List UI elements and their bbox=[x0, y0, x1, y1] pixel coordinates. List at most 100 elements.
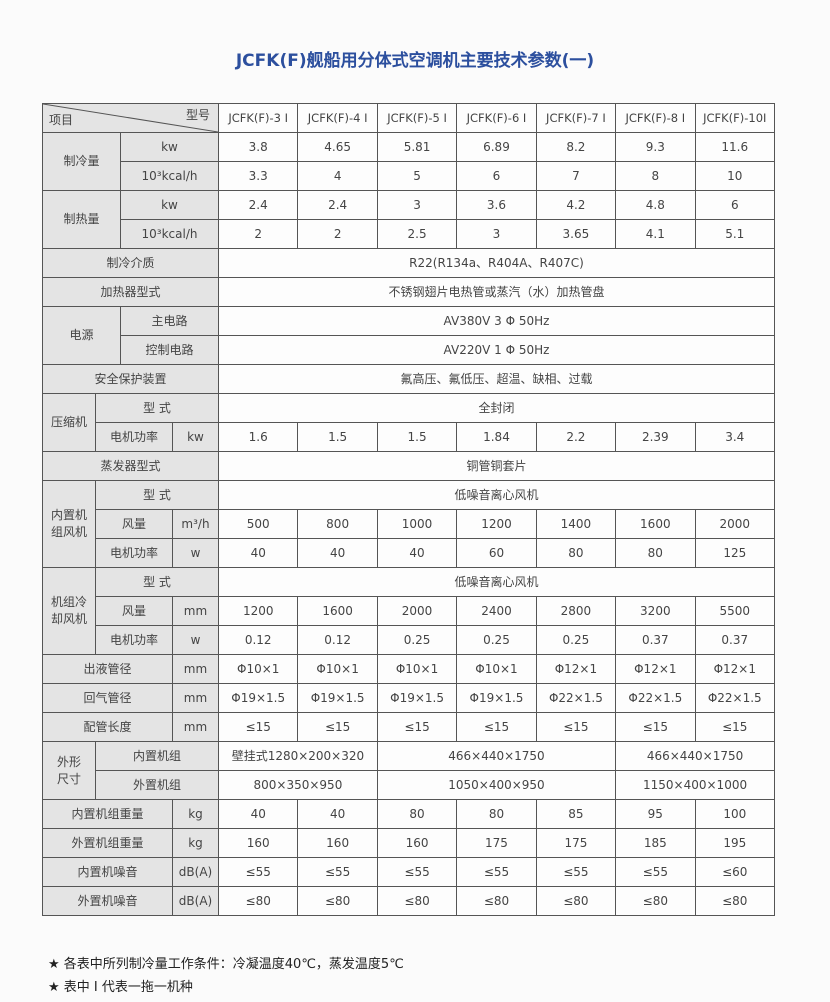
row-label-cell: dB(A) bbox=[172, 857, 219, 887]
row-label-cell: 外置机组 bbox=[95, 770, 219, 800]
value-cell: 95 bbox=[615, 799, 696, 829]
value-cell: ≤55 bbox=[456, 857, 537, 887]
value-cell: 80 bbox=[376, 799, 458, 829]
value-cell: 2.39 bbox=[615, 422, 696, 452]
row-label-cell: kw bbox=[120, 132, 219, 162]
value-cell: 铜管铜套片 bbox=[218, 451, 775, 481]
value-cell: 175 bbox=[456, 828, 537, 858]
value-cell: 7 bbox=[535, 161, 617, 191]
row-label-cell: 安全保护装置 bbox=[42, 364, 219, 394]
row-label-cell: kg bbox=[172, 799, 219, 829]
row-label-cell: dB(A) bbox=[172, 886, 219, 916]
value-cell: 1200 bbox=[456, 509, 537, 539]
value-cell: Φ19×1.5 bbox=[376, 683, 458, 713]
table-row: 电机功率 kw 1.6 1.5 1.5 1.84 2.2 2.39 3.4 bbox=[43, 422, 776, 452]
value-cell: 3 bbox=[376, 190, 458, 220]
value-cell: 3200 bbox=[615, 596, 696, 626]
value-cell: Φ10×1 bbox=[376, 654, 458, 684]
header-corner-cell: 项目 型号 bbox=[42, 103, 219, 133]
value-cell: 6 bbox=[694, 190, 776, 220]
value-cell: 3 bbox=[456, 219, 537, 249]
value-cell: 85 bbox=[535, 799, 617, 829]
row-label-cell: 电机功率 bbox=[95, 625, 173, 655]
row-label-cell: 10³kcal/h bbox=[120, 219, 219, 249]
row-label-cell: w bbox=[172, 538, 219, 568]
table-row: 风量 m³/h 500 800 1000 1200 1400 1600 2000 bbox=[43, 509, 776, 539]
row-label-cell: 电机功率 bbox=[95, 538, 173, 568]
model-header-cell: JCFK(F)-5 I bbox=[376, 103, 458, 133]
value-cell: 40 bbox=[297, 538, 378, 568]
value-cell: Φ10×1 bbox=[456, 654, 537, 684]
value-cell: Φ12×1 bbox=[535, 654, 617, 684]
value-cell: 壁挂式1280×200×320 bbox=[218, 741, 378, 771]
value-cell: 160 bbox=[297, 828, 378, 858]
value-cell: 2.4 bbox=[217, 190, 299, 220]
value-cell: 4.65 bbox=[297, 132, 378, 162]
table-row: 外置机组重量 kg 160 160 160 175 175 185 195 bbox=[42, 828, 776, 858]
table-row: 加热器型式 不锈钢翅片电热管或蒸汽（水）加热管盘 bbox=[42, 277, 775, 307]
value-cell: 160 bbox=[217, 828, 299, 858]
row-label-cell: 外置机噪音 bbox=[42, 886, 173, 916]
value-cell: 1150×400×1000 bbox=[615, 770, 775, 800]
value-cell: 2 bbox=[217, 219, 299, 249]
value-cell: 10 bbox=[694, 161, 776, 191]
value-cell: 3.8 bbox=[217, 132, 299, 162]
value-cell: 2 bbox=[297, 219, 378, 249]
model-header-cell: JCFK(F)-10I bbox=[694, 103, 776, 133]
value-cell: 4 bbox=[297, 161, 378, 191]
value-cell: 4.2 bbox=[535, 190, 617, 220]
value-cell: 800 bbox=[297, 509, 378, 539]
value-cell: 2000 bbox=[694, 509, 776, 539]
value-cell: 1.5 bbox=[297, 422, 378, 452]
value-cell: ≤80 bbox=[456, 886, 537, 916]
value-cell: 3.4 bbox=[694, 422, 776, 452]
table-row: 电机功率 w 40 40 40 60 80 80 125 bbox=[43, 538, 776, 568]
row-label-cell: kg bbox=[172, 828, 219, 858]
value-cell: 80 bbox=[615, 538, 696, 568]
row-label-cell: 配管长度 bbox=[42, 712, 173, 742]
diagonal-line bbox=[43, 104, 218, 132]
value-cell: Φ22×1.5 bbox=[694, 683, 776, 713]
value-cell: ≤15 bbox=[615, 712, 696, 742]
table-row: 风量 mm 1200 1600 2000 2400 2800 3200 5500 bbox=[43, 596, 776, 626]
table-row: 内置机 组风机型 式低噪音离心风机 bbox=[42, 480, 775, 568]
value-cell: ≤80 bbox=[297, 886, 378, 916]
value-cell: 2.4 bbox=[297, 190, 378, 220]
table-row: 内置机噪音 dB(A) ≤55 ≤55 ≤55 ≤55 ≤55 ≤55 ≤60 bbox=[42, 857, 776, 887]
value-cell: 40 bbox=[297, 799, 378, 829]
value-cell: 9.3 bbox=[615, 132, 696, 162]
value-cell: 195 bbox=[694, 828, 776, 858]
row-label-cell: 主电路 bbox=[120, 306, 219, 336]
value-cell: Φ12×1 bbox=[615, 654, 696, 684]
item-header: 项目 bbox=[49, 113, 74, 127]
value-cell: 5500 bbox=[694, 596, 776, 626]
row-label-cell: 内置机组 bbox=[95, 741, 219, 771]
model-header-cell: JCFK(F)-8 I bbox=[615, 103, 696, 133]
row-label-cell: 风量 bbox=[95, 596, 173, 626]
row-label-cell: 机组冷 却风机 bbox=[42, 567, 96, 655]
value-cell: 1600 bbox=[615, 509, 696, 539]
value-cell: 4.8 bbox=[615, 190, 696, 220]
row-label-cell: 型 式 bbox=[95, 567, 219, 597]
table-row: 制冷介质 R22(R134a、R404A、R407C) bbox=[42, 248, 775, 278]
value-cell: ≤80 bbox=[217, 886, 299, 916]
value-cell: 1600 bbox=[297, 596, 378, 626]
value-cell: 低噪音离心风机 bbox=[218, 480, 775, 510]
value-cell: 2000 bbox=[376, 596, 458, 626]
row-label-cell: w bbox=[172, 625, 219, 655]
value-cell: 1.84 bbox=[456, 422, 537, 452]
value-cell: 5.1 bbox=[694, 219, 776, 249]
table-row: 电机功率 w 0.12 0.12 0.25 0.25 0.25 0.37 0.37 bbox=[43, 625, 776, 655]
value-cell: 80 bbox=[535, 538, 617, 568]
value-cell: 466×440×1750 bbox=[376, 741, 617, 771]
value-cell: 0.25 bbox=[456, 625, 537, 655]
value-cell: ≤15 bbox=[456, 712, 537, 742]
value-cell: 0.25 bbox=[376, 625, 458, 655]
value-cell: 4.1 bbox=[615, 219, 696, 249]
value-cell: 60 bbox=[456, 538, 537, 568]
value-cell: ≤55 bbox=[535, 857, 617, 887]
model-header-cell: JCFK(F)-3 I bbox=[217, 103, 299, 133]
value-cell: ≤80 bbox=[694, 886, 776, 916]
value-cell: Φ19×1.5 bbox=[456, 683, 537, 713]
footnotes: ★ 各表中所列制冷量工作条件：冷凝温度40℃，蒸发温度5℃ ★ 表中 I 代表一… bbox=[48, 953, 404, 999]
